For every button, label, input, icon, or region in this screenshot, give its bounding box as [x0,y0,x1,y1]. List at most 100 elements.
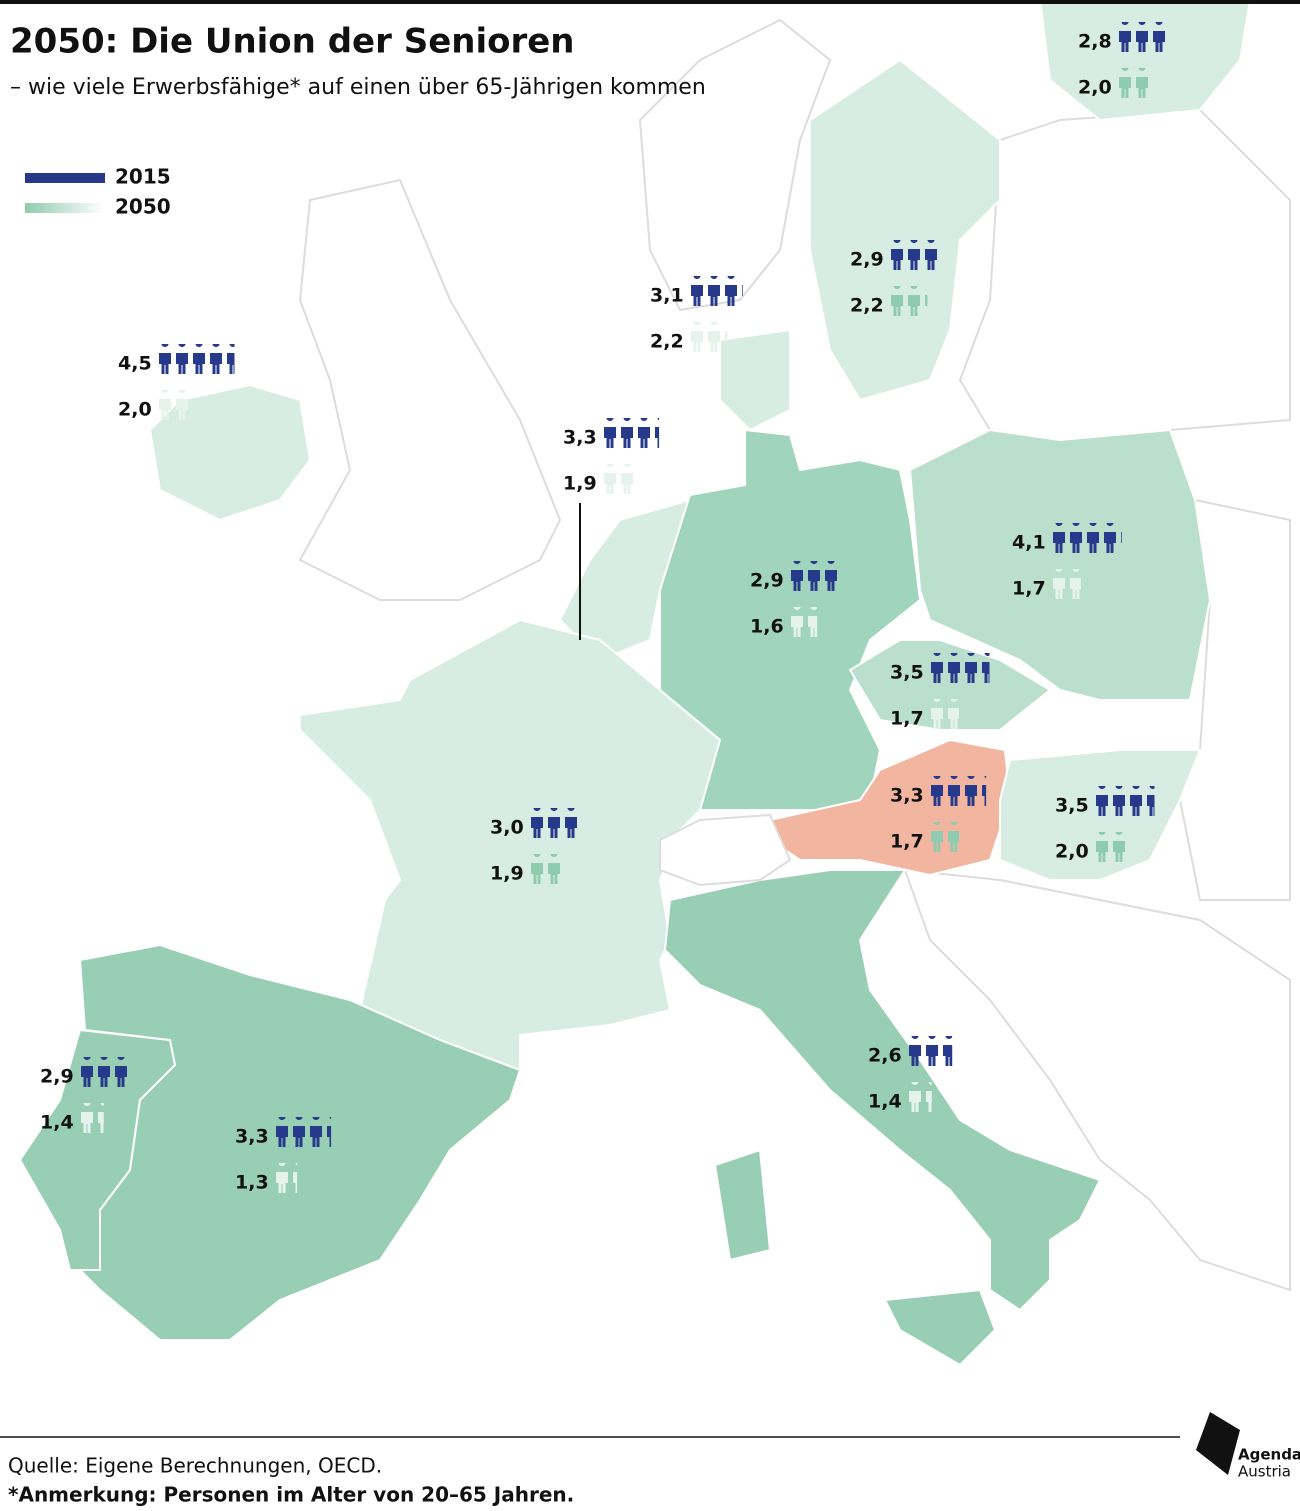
person-icons [604,464,633,494]
person-icon [159,390,171,420]
person-icon [193,344,205,374]
person-icon [1053,523,1065,553]
background-map [298,18,1291,1292]
person-icon [276,1163,288,1193]
person-icons [1096,832,1125,862]
value-2015: 2,9 [750,570,784,592]
person-icons [931,822,959,852]
source: Quelle: Eigene Berechnungen, OECD. [8,1454,382,1478]
person-icons [691,276,743,306]
value-2015: 2,6 [868,1045,902,1067]
value-2050: 1,4 [40,1112,74,1134]
person-icon [1104,523,1116,553]
person-icons [81,1103,104,1133]
person-icon [655,418,660,448]
person-icon [293,1163,298,1193]
person-icon [925,295,928,306]
person-icon [948,822,959,852]
person-icon [725,276,737,306]
person-icon [621,464,633,494]
person-icons [1119,22,1165,52]
person-icons [1119,68,1148,98]
person-icon [276,1117,288,1147]
person-icons [931,653,990,683]
person-icon [176,390,188,420]
person-icons [691,322,728,352]
person-icon [1070,569,1081,599]
person-icons [931,776,987,806]
person-icon [943,1036,953,1066]
country [908,428,1212,701]
person-icon [81,1103,93,1133]
person-icon [604,418,616,448]
value-2050: 2,2 [650,331,684,353]
person-icon [982,653,990,683]
person-icons [931,699,959,729]
person-icon [965,776,977,806]
person-icon [327,1117,332,1147]
value-2015: 2,9 [40,1066,74,1088]
value-2015: 3,1 [650,285,684,307]
person-icon [548,854,560,884]
person-icons [1053,523,1122,553]
person-icon [1087,523,1099,553]
person-icon [909,1036,921,1066]
person-icon [808,607,818,637]
value-2050: 1,7 [890,708,924,730]
person-icon [909,1082,921,1112]
person-icon [548,808,560,838]
value-2015: 3,3 [890,785,924,807]
country [848,639,1052,731]
person-icon [621,418,633,448]
person-icon [808,561,820,591]
value-2015: 3,3 [563,427,597,449]
person-icon [948,699,959,729]
person-icon [293,1117,305,1147]
person-icons [891,240,937,270]
person-icons [909,1082,932,1112]
person-icons [791,607,818,637]
country [299,618,722,1072]
person-icon [1119,22,1131,52]
person-icon [708,276,720,306]
person-icon [1113,786,1125,816]
country [809,58,1001,402]
value-2050: 1,6 [750,616,784,638]
value-2050: 2,2 [850,295,884,317]
person-icon [1130,786,1142,816]
switzerland [659,813,792,887]
note: *Anmerkung: Personen im Alter von 20–65 … [8,1483,574,1507]
person-icon [565,808,577,838]
person-icons [1096,786,1155,816]
person-icon [908,240,920,270]
person-icon [1096,832,1108,862]
person-icons [159,390,188,420]
person-icon [691,322,703,352]
person-icons [531,808,577,838]
legend-label: 2050 [115,195,171,219]
country [148,383,312,522]
person-icon [531,808,543,838]
person-icon [931,822,943,852]
person-icon [1119,68,1131,98]
person-icons [891,286,928,316]
person-icons [159,344,235,374]
person-icons [276,1163,298,1193]
legend-label: 2015 [115,165,171,189]
person-icon [926,1036,938,1066]
person-icon [531,854,543,884]
person-icons [1053,569,1081,599]
value-2015: 3,5 [1055,795,1089,817]
person-icon [931,776,943,806]
person-icon [1153,22,1165,52]
person-icon [115,1057,127,1087]
value-2015: 4,5 [118,353,152,375]
person-icons [531,854,560,884]
person-icon [825,561,837,591]
person-icon [227,344,235,374]
person-icon [931,699,943,729]
person-icon [791,561,803,591]
person-icon [948,776,960,806]
person-icon [931,653,943,683]
person-icons [791,561,837,591]
